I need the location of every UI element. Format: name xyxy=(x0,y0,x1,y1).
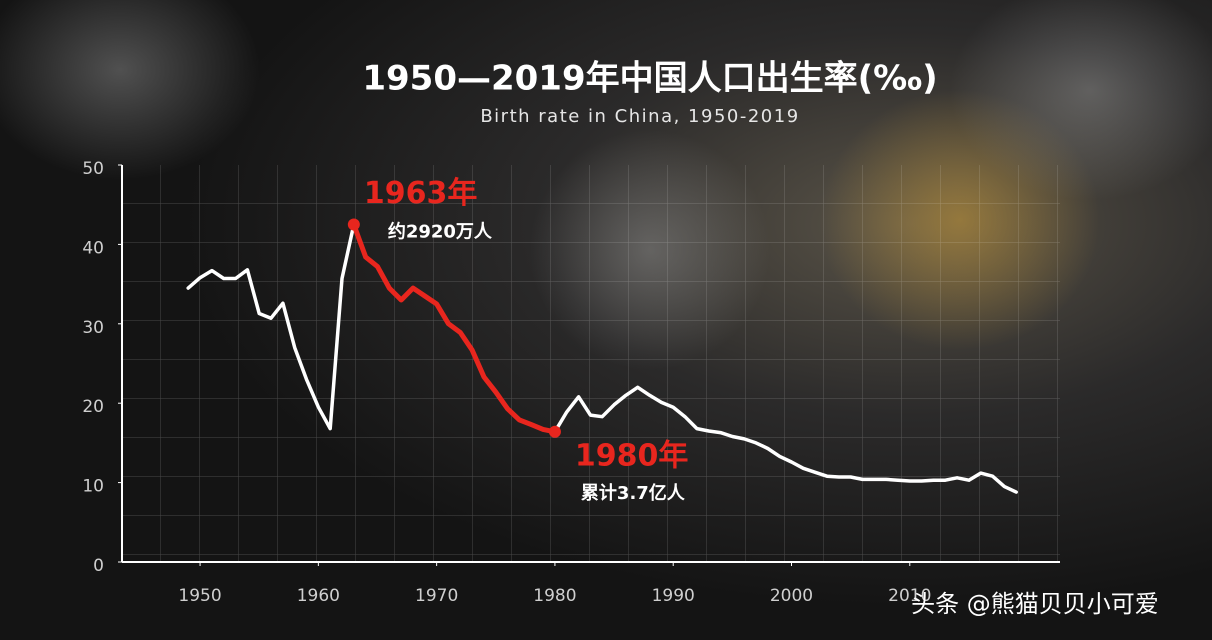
line-series xyxy=(351,222,558,435)
chart-title: 1950—2019年中国人口出生率(‰) xyxy=(362,59,937,99)
highlight-dot xyxy=(548,425,561,438)
y-tick-label: 40 xyxy=(82,238,104,258)
x-tick-label: 2000 xyxy=(770,586,813,606)
y-tick-label: 10 xyxy=(82,477,104,497)
x-tick-label: 2010 xyxy=(888,586,931,606)
x-tick-label: 1960 xyxy=(297,586,340,606)
annotation-text: 约2920万人 xyxy=(388,221,493,243)
x-tick-label: 1950 xyxy=(178,586,221,606)
y-tick-label: 50 xyxy=(82,159,104,179)
highlight-dot xyxy=(347,218,360,231)
x-tick-label: 1970 xyxy=(415,586,458,606)
x-tick-label: 1990 xyxy=(652,586,695,606)
line-series xyxy=(186,222,1018,494)
grid-pattern xyxy=(122,165,1060,562)
annotation-title: 1963年 xyxy=(364,176,478,211)
y-tick-label: 20 xyxy=(82,397,104,417)
y-tick-label: 0 xyxy=(93,556,104,576)
chart-subtitle: Birth rate in China, 1950-2019 xyxy=(480,106,799,127)
y-tick-label: 30 xyxy=(82,318,104,338)
background-haze xyxy=(950,0,1212,200)
x-tick-label: 1980 xyxy=(533,586,576,606)
annotation-title: 1980年 xyxy=(575,438,689,473)
watermark: 头条 @熊猫贝贝小可爱 xyxy=(911,590,1159,618)
background-haze xyxy=(0,0,260,180)
annotation-text: 累计3.7亿人 xyxy=(581,482,686,504)
